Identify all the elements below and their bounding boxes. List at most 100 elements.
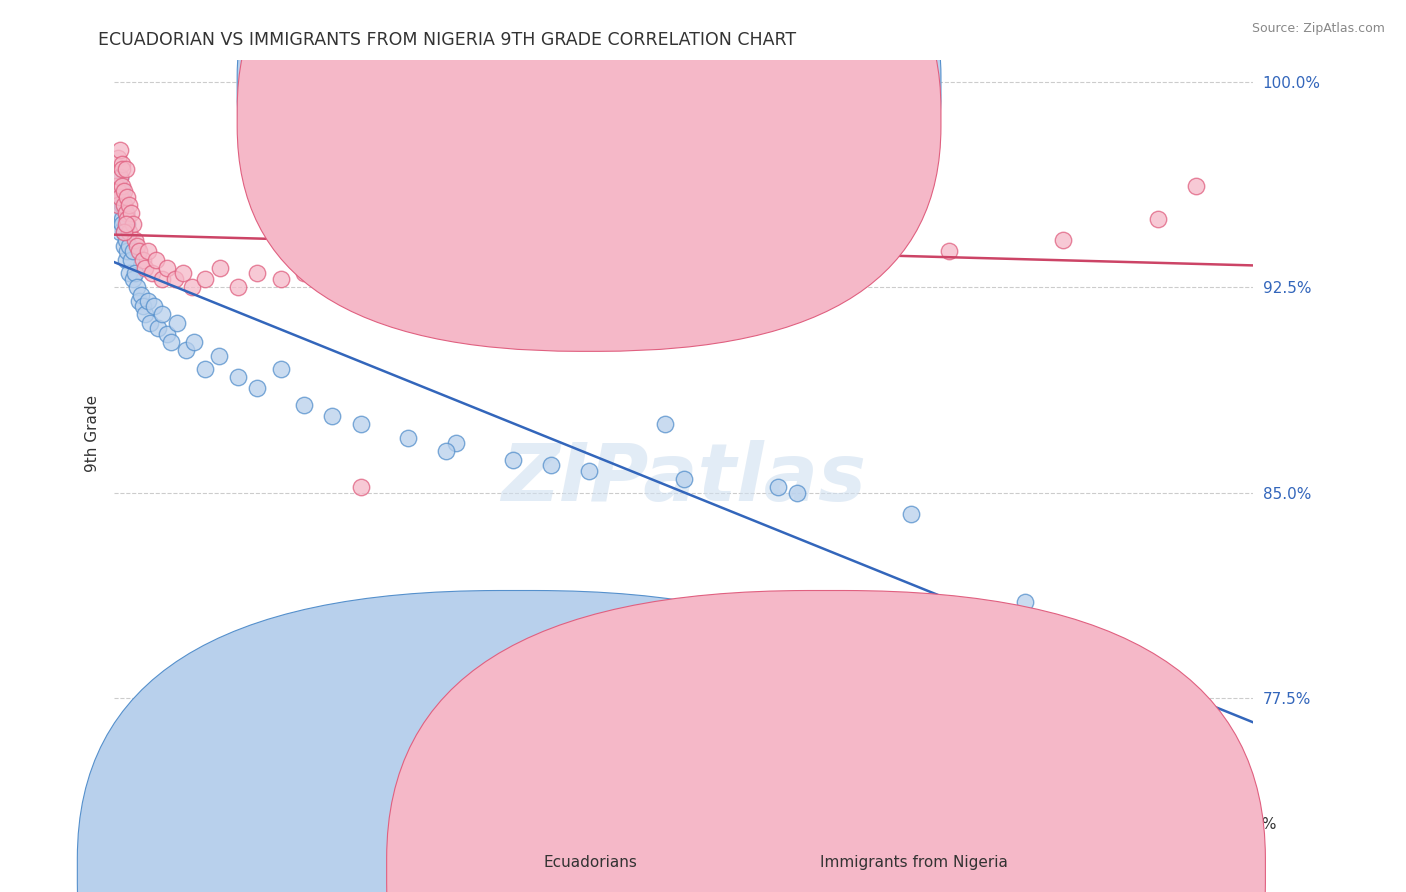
Point <box>120 206 142 220</box>
Point <box>145 252 167 267</box>
Point <box>156 260 179 275</box>
Point <box>105 178 128 193</box>
Point <box>141 266 163 280</box>
Point <box>321 409 343 423</box>
FancyBboxPatch shape <box>564 60 752 145</box>
Point <box>118 225 141 239</box>
Point <box>129 288 152 302</box>
Point <box>124 266 146 280</box>
Point <box>444 436 467 450</box>
Point <box>112 198 135 212</box>
Point <box>114 252 136 267</box>
Point <box>111 198 134 212</box>
Point <box>143 299 166 313</box>
Text: R =: R = <box>586 120 627 137</box>
Point <box>900 508 922 522</box>
Point <box>672 472 695 486</box>
Text: R =: R = <box>586 86 627 103</box>
Point <box>330 280 353 294</box>
Point <box>111 178 134 193</box>
Point <box>464 260 486 275</box>
Text: ECUADORIAN VS IMMIGRANTS FROM NIGERIA 9TH GRADE CORRELATION CHART: ECUADORIAN VS IMMIGRANTS FROM NIGERIA 9T… <box>98 31 797 49</box>
Text: 55: 55 <box>716 120 735 137</box>
Point <box>194 272 217 286</box>
Point <box>112 225 135 239</box>
Point <box>112 184 135 198</box>
Point <box>117 211 139 226</box>
Point <box>128 244 150 259</box>
Point <box>350 417 373 431</box>
Point <box>139 316 162 330</box>
Point <box>156 326 179 341</box>
Point <box>226 280 249 294</box>
Text: 0.414: 0.414 <box>621 120 681 137</box>
Point <box>672 244 695 259</box>
Point <box>209 260 232 275</box>
Point <box>138 244 160 259</box>
Point <box>108 189 131 203</box>
Point <box>111 157 134 171</box>
Point <box>120 252 142 267</box>
Point <box>181 280 204 294</box>
Point <box>406 266 429 280</box>
Point <box>128 293 150 308</box>
Point <box>131 252 153 267</box>
Point <box>434 444 457 458</box>
Point <box>596 252 619 267</box>
Point <box>134 308 156 322</box>
Text: ZIPatlas: ZIPatlas <box>501 440 866 517</box>
Point <box>1014 595 1036 609</box>
Point <box>108 206 131 220</box>
Point <box>125 239 148 253</box>
Point <box>748 252 770 267</box>
FancyBboxPatch shape <box>238 0 941 351</box>
Point <box>207 349 229 363</box>
Point <box>502 452 524 467</box>
Point <box>163 272 186 286</box>
Point <box>114 206 136 220</box>
Point <box>112 198 135 212</box>
Point <box>245 266 267 280</box>
Point <box>938 244 960 259</box>
Point <box>578 464 600 478</box>
Point <box>112 225 135 239</box>
Point <box>108 170 131 185</box>
Point <box>124 234 146 248</box>
Point <box>114 206 136 220</box>
Point <box>368 260 391 275</box>
Point <box>122 244 145 259</box>
Point <box>172 266 194 280</box>
Text: Source: ZipAtlas.com: Source: ZipAtlas.com <box>1251 22 1385 36</box>
Point <box>111 184 134 198</box>
Point <box>768 480 790 494</box>
Point <box>112 239 135 253</box>
Point <box>107 151 129 165</box>
Point <box>1052 234 1074 248</box>
Point <box>108 143 131 157</box>
Text: N =: N = <box>675 86 734 103</box>
Point <box>292 398 315 412</box>
Point <box>786 485 808 500</box>
Point <box>146 321 169 335</box>
Point <box>540 458 562 472</box>
Point <box>131 299 153 313</box>
Point <box>176 343 198 357</box>
Text: N =: N = <box>675 120 734 137</box>
Point <box>114 217 136 231</box>
Point <box>107 178 129 193</box>
Point <box>105 184 128 198</box>
Point <box>194 362 217 376</box>
Point <box>114 162 136 177</box>
Text: Immigrants from Nigeria: Immigrants from Nigeria <box>820 855 1008 870</box>
Point <box>117 244 139 259</box>
Text: 61: 61 <box>716 86 735 103</box>
Legend: , : , <box>789 76 851 145</box>
Point <box>117 189 139 203</box>
Point <box>111 211 134 226</box>
Point <box>122 272 145 286</box>
Point <box>138 293 160 308</box>
Point <box>1185 178 1208 193</box>
Point <box>1147 211 1170 226</box>
Point <box>160 334 183 349</box>
FancyBboxPatch shape <box>238 0 941 319</box>
